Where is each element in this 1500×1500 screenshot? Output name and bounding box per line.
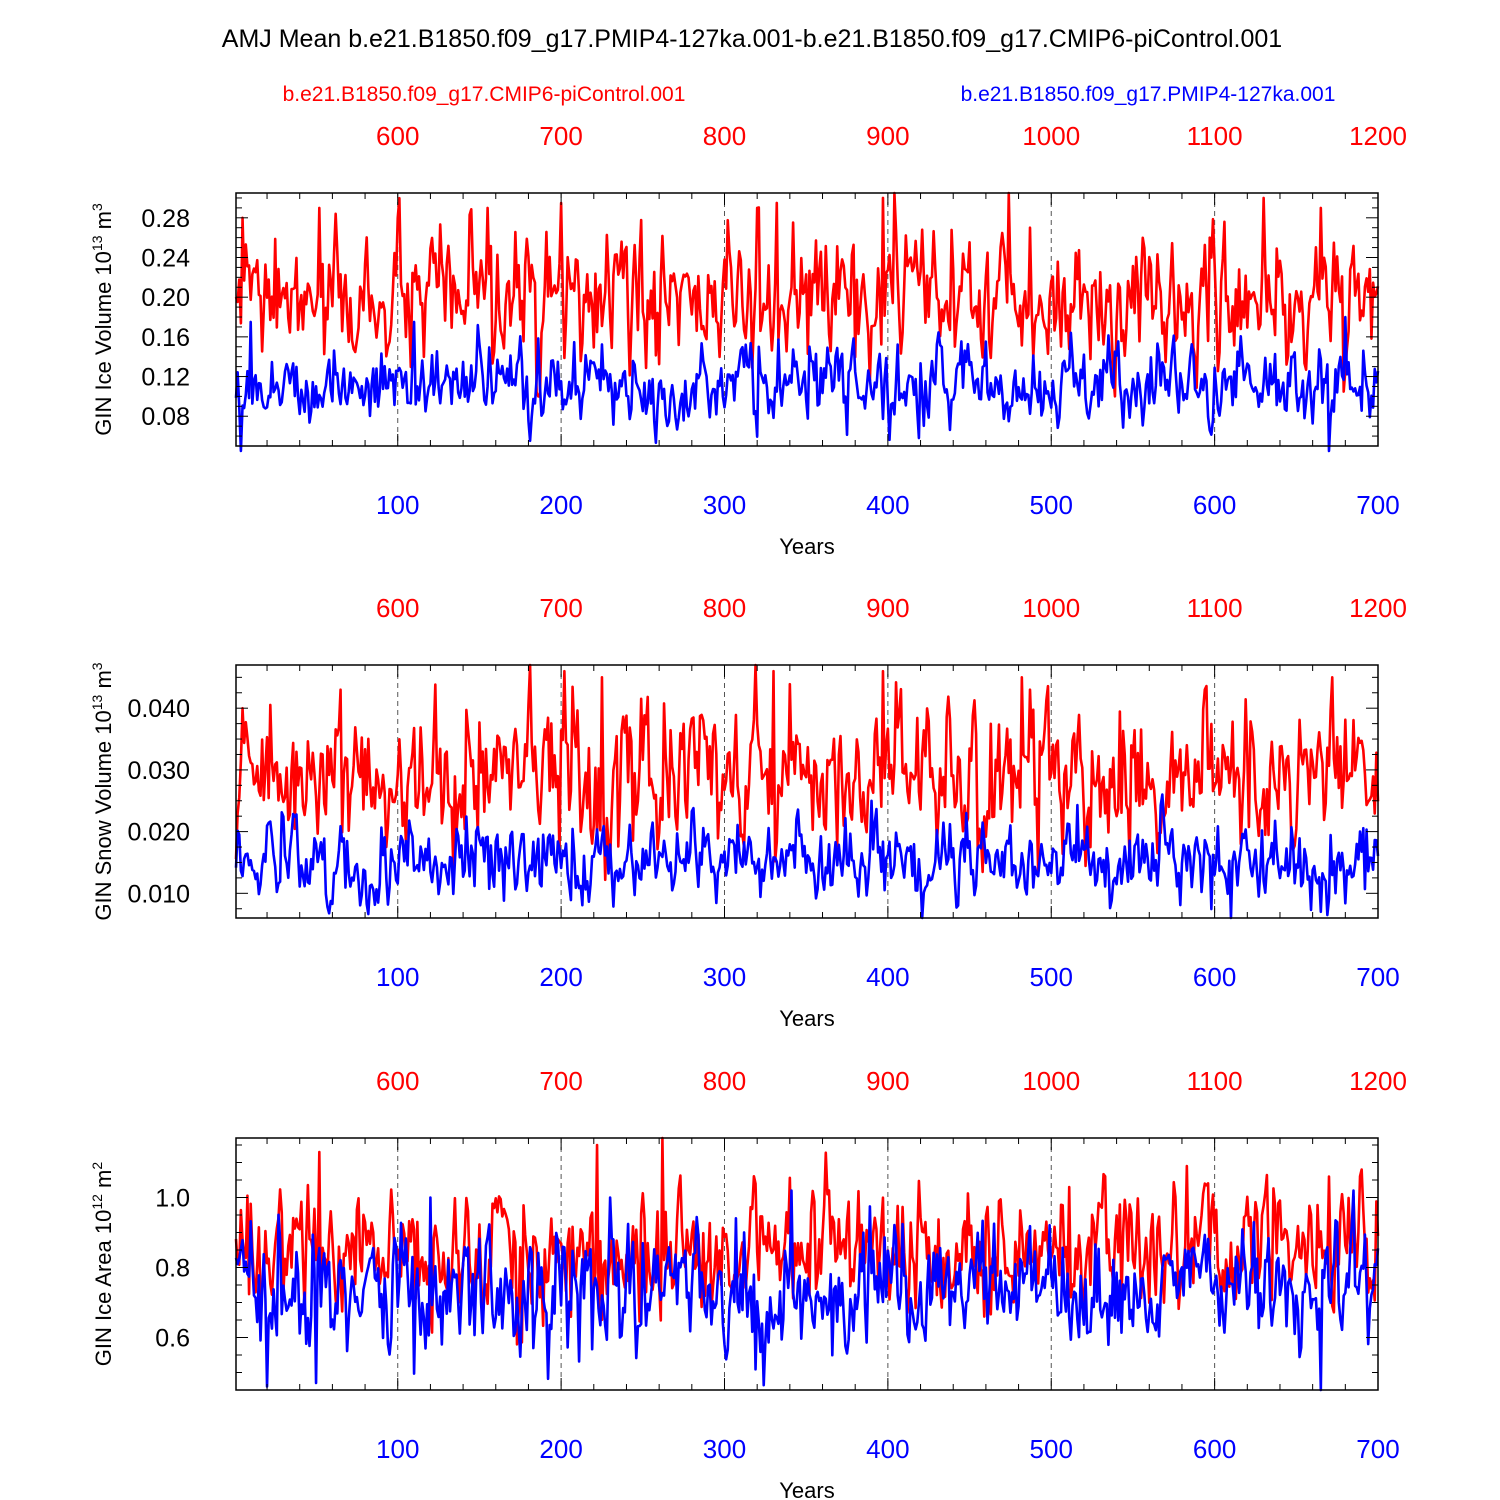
series-line-red: [234, 191, 1380, 398]
y-axis-label-part: m: [91, 211, 116, 235]
x-tick-label-bottom: 200: [539, 1434, 582, 1464]
y-axis-label: GIN Ice Area 1012 m2: [89, 1162, 116, 1367]
x-tick-label-bottom: 100: [376, 962, 419, 992]
x-tick-label-bottom: 400: [866, 1434, 909, 1464]
x-tick-label-top: 600: [376, 593, 419, 623]
x-tick-label-bottom: 700: [1356, 962, 1399, 992]
y-axis-label-part: 3: [89, 662, 105, 670]
y-tick-label: 0.20: [141, 284, 190, 312]
x-tick-label-top: 1200: [1349, 1066, 1407, 1096]
series-line-blue: [234, 315, 1380, 453]
plot-frame: [235, 1137, 1379, 1391]
y-tick-label: 1.0: [155, 1185, 190, 1213]
x-tick-label-top: 900: [866, 1066, 909, 1096]
y-axis-label-part: m: [91, 670, 116, 694]
x-tick-label-bottom: 200: [539, 962, 582, 992]
x-tick-label-bottom: 600: [1193, 490, 1236, 520]
x-axis-label: Years: [779, 534, 834, 559]
y-axis-label: GIN Snow Volume 1013 m3: [89, 662, 116, 920]
y-tick-label: 0.8: [155, 1255, 190, 1283]
x-tick-label-bottom: 700: [1356, 1434, 1399, 1464]
y-axis-label: GIN Ice Volume 1013 m3: [89, 203, 116, 436]
y-axis-label-part: 12: [89, 1194, 105, 1210]
x-tick-label-top: 600: [376, 121, 419, 151]
x-tick-label-bottom: 300: [703, 490, 746, 520]
x-tick-label-top: 700: [539, 1066, 582, 1096]
series-line-red: [234, 1136, 1380, 1346]
x-tick-label-top: 1100: [1187, 121, 1243, 151]
series-line-blue: [234, 1189, 1380, 1392]
y-tick-label: 0.08: [141, 403, 190, 431]
x-tick-label-top: 700: [539, 121, 582, 151]
y-axis-label-part: GIN Ice Area: [91, 1234, 116, 1366]
x-tick-label-top: 1200: [1349, 593, 1407, 623]
series-line-blue: [234, 793, 1380, 920]
legend-red-label: b.e21.B1850.f09_g17.CMIP6-piControl.001: [283, 83, 686, 106]
x-tick-label-bottom: 600: [1193, 1434, 1236, 1464]
x-tick-label-top: 800: [703, 593, 746, 623]
x-tick-label-top: 600: [376, 1066, 419, 1096]
panel-2: 100 200 300 400 500 600 700 600 700 800 900 1000 110…: [89, 593, 1407, 1031]
y-axis-label-part: 10: [91, 251, 116, 275]
y-axis-label-part: 10: [91, 1210, 116, 1234]
x-tick-label-bottom: 600: [1193, 962, 1236, 992]
y-tick-label: 0.12: [141, 364, 190, 392]
y-axis-label-part: 3: [89, 203, 105, 211]
x-tick-label-bottom: 400: [866, 490, 909, 520]
x-tick-label-top: 1000: [1022, 593, 1080, 623]
y-axis-label-part: 10: [91, 710, 116, 734]
x-tick-label-bottom: 200: [539, 490, 582, 520]
y-tick-label: 0.24: [141, 244, 190, 272]
x-tick-label-bottom: 500: [1030, 962, 1073, 992]
x-tick-label-bottom: 400: [866, 962, 909, 992]
y-tick-label: 0.6: [155, 1325, 190, 1353]
y-tick-label: 0.040: [127, 695, 190, 723]
x-tick-label-bottom: 100: [376, 1434, 419, 1464]
x-tick-label-top: 1200: [1349, 121, 1407, 151]
x-tick-label-top: 700: [539, 593, 582, 623]
x-axis-label: Years: [779, 1478, 834, 1500]
plot-frame: [235, 192, 1379, 447]
y-tick-label: 0.16: [141, 324, 190, 352]
y-axis-label-part: m: [91, 1170, 116, 1194]
x-tick-label-top: 800: [703, 1066, 746, 1096]
y-tick-label: 0.010: [127, 880, 190, 908]
y-axis-label-part: GIN Ice Volume: [91, 276, 116, 436]
y-axis-label-part: 13: [89, 235, 105, 251]
x-tick-label-bottom: 500: [1030, 1434, 1073, 1464]
x-tick-label-bottom: 300: [703, 1434, 746, 1464]
x-tick-label-top: 1100: [1187, 593, 1243, 623]
x-tick-label-top: 900: [866, 593, 909, 623]
x-tick-label-bottom: 700: [1356, 490, 1399, 520]
x-tick-label-top: 1100: [1187, 1066, 1243, 1096]
x-tick-label-top: 1000: [1022, 121, 1080, 151]
y-axis-label-part: 2: [89, 1162, 105, 1170]
x-tick-label-top: 900: [866, 121, 909, 151]
x-tick-label-top: 1000: [1022, 1066, 1080, 1096]
x-axis-label: Years: [779, 1006, 834, 1031]
legend-blue-label: b.e21.B1850.f09_g17.PMIP4-127ka.001: [961, 83, 1336, 106]
x-tick-label-top: 800: [703, 121, 746, 151]
x-tick-label-bottom: 500: [1030, 490, 1073, 520]
y-tick-label: 0.28: [141, 205, 190, 233]
figure-title: AMJ Mean b.e21.B1850.f09_g17.PMIP4-127ka…: [222, 25, 1282, 53]
x-tick-label-bottom: 300: [703, 962, 746, 992]
y-tick-label: 0.020: [127, 819, 190, 847]
panel-1: 100 200 300 400 500 600 700 600 700 800 900 1000 110…: [89, 121, 1407, 559]
plot-frame: [235, 664, 1379, 919]
x-tick-label-bottom: 100: [376, 490, 419, 520]
y-tick-label: 0.030: [127, 757, 190, 785]
y-axis-label-part: GIN Snow Volume: [91, 735, 116, 921]
series-line-red: [234, 663, 1380, 882]
panel-3: 100 200 300 400 500 600 700 600 700 800 900 1000 110…: [89, 1066, 1407, 1500]
y-axis-label-part: 13: [89, 694, 105, 710]
